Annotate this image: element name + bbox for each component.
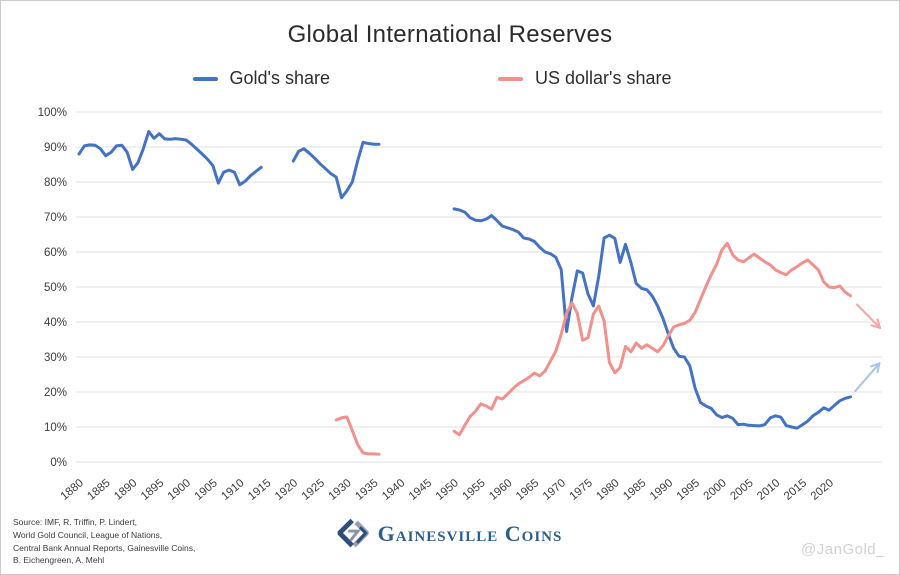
svg-text:1895: 1895 xyxy=(139,477,166,503)
source-line: B. Eichengreen, A. Mehl xyxy=(13,555,105,566)
source-line: Central Bank Annual Reports, Gainesville… xyxy=(13,542,196,553)
svg-text:30%: 30% xyxy=(44,352,67,364)
svg-text:1915: 1915 xyxy=(246,477,273,503)
svg-text:1885: 1885 xyxy=(85,477,112,503)
source-line: World Gold Council, League of Nations, xyxy=(13,529,163,540)
gainesville-coins-logo-icon xyxy=(337,518,369,548)
svg-text:1950: 1950 xyxy=(434,477,461,503)
svg-text:1965: 1965 xyxy=(514,477,541,503)
page-title: Global International Reserves xyxy=(287,21,613,48)
svg-text:1905: 1905 xyxy=(193,477,220,503)
svg-text:1910: 1910 xyxy=(219,477,246,503)
svg-text:1930: 1930 xyxy=(327,477,354,503)
dollar-line-swatch-icon xyxy=(498,76,523,81)
brand-name: Gainesville Coins xyxy=(377,521,563,546)
svg-text:50%: 50% xyxy=(44,282,67,294)
watermark: @JanGold_ xyxy=(801,541,885,558)
svg-text:1980: 1980 xyxy=(594,477,621,503)
svg-text:90%: 90% xyxy=(44,142,67,154)
svg-text:70%: 70% xyxy=(44,212,67,224)
svg-text:10%: 10% xyxy=(44,422,67,434)
legend-label-dollar: US dollar's share xyxy=(535,68,672,88)
svg-text:0%: 0% xyxy=(50,457,67,469)
svg-text:2000: 2000 xyxy=(702,477,729,503)
legend-item-dollar: US dollar's share xyxy=(498,68,672,89)
svg-text:1990: 1990 xyxy=(648,477,675,503)
svg-text:60%: 60% xyxy=(44,247,67,259)
svg-text:1925: 1925 xyxy=(300,477,327,503)
svg-text:1975: 1975 xyxy=(568,477,595,503)
svg-text:1900: 1900 xyxy=(166,477,193,503)
legend: Gold's share US dollar's share xyxy=(1,68,881,89)
svg-text:1985: 1985 xyxy=(621,477,648,503)
gold-line-swatch-icon xyxy=(192,76,218,81)
svg-text:1920: 1920 xyxy=(273,477,300,503)
svg-text:1880: 1880 xyxy=(59,477,86,503)
svg-text:1935: 1935 xyxy=(353,477,380,503)
svg-text:40%: 40% xyxy=(44,317,67,329)
source-text: Source: IMF, R. Triffin, P. Lindert, Wor… xyxy=(13,516,195,567)
svg-text:20%: 20% xyxy=(44,387,67,399)
svg-text:1890: 1890 xyxy=(112,477,139,503)
svg-text:1940: 1940 xyxy=(380,477,407,503)
svg-text:2020: 2020 xyxy=(809,477,836,503)
svg-text:2015: 2015 xyxy=(782,477,809,503)
svg-text:1970: 1970 xyxy=(541,477,568,503)
svg-text:80%: 80% xyxy=(44,177,67,189)
legend-label-gold: Gold's share xyxy=(229,68,331,88)
svg-text:1945: 1945 xyxy=(407,477,434,503)
svg-text:1995: 1995 xyxy=(675,477,702,503)
gainesville-coins-logo: Gainesville Coins xyxy=(337,518,563,550)
svg-text:1955: 1955 xyxy=(460,477,487,503)
source-line: Source: IMF, R. Triffin, P. Lindert, xyxy=(13,517,137,527)
svg-text:100%: 100% xyxy=(38,107,67,119)
svg-text:1960: 1960 xyxy=(487,477,514,503)
legend-item-gold: Gold's share xyxy=(192,68,331,89)
svg-text:2005: 2005 xyxy=(728,477,755,503)
svg-text:2010: 2010 xyxy=(755,477,782,503)
